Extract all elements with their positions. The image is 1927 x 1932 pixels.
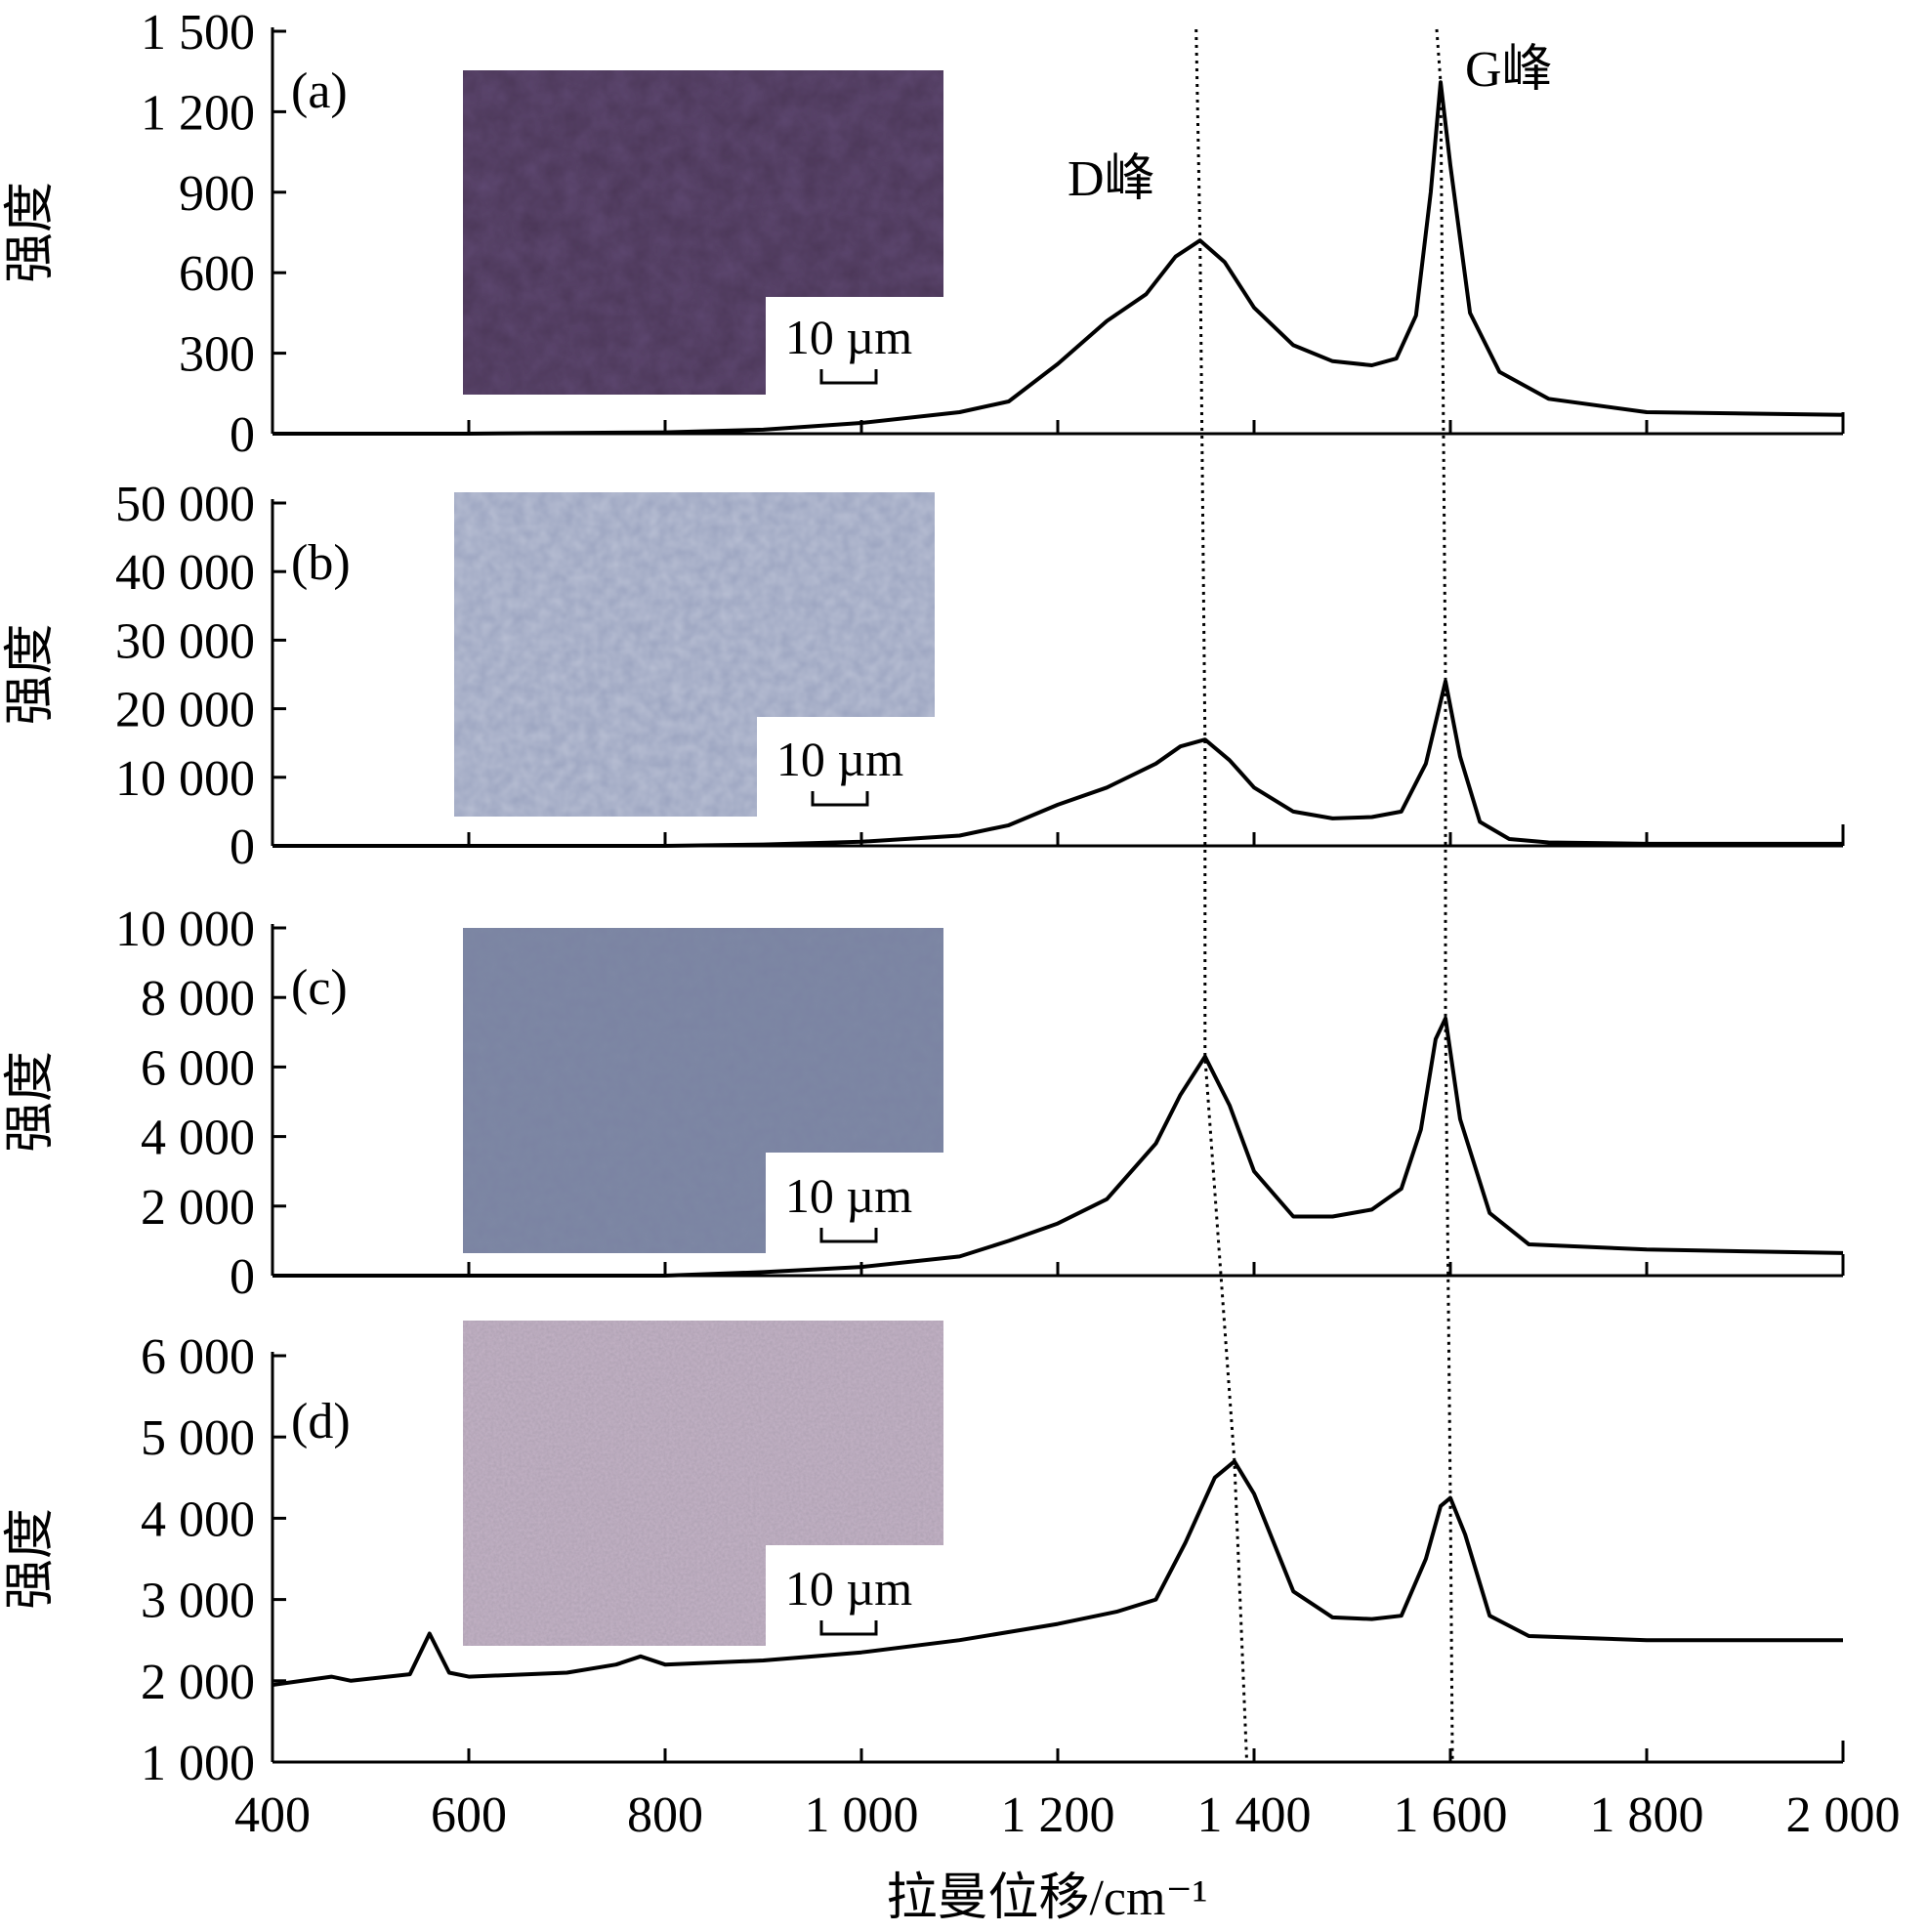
y-axis-label: 强度 [3,1508,59,1610]
y-axis-label: 强度 [3,182,59,283]
spectrum-line-b [272,679,1843,848]
panel-label: (c) [291,960,348,1016]
inset-image-texture [463,1321,943,1646]
y-tick-label: 10 000 [115,751,255,807]
inset-image-texture [463,70,943,395]
y-tick-label: 30 000 [115,613,255,669]
panels-group: 0 300 600 900 1 200 1 500 强度 (a) 10 µm 0 10 000 20 … [3,5,1845,1791]
y-tick-label: 1 200 [141,85,255,141]
peak-trend-lines [1194,28,1454,1764]
inset-micrograph: 10 µm [454,492,935,817]
scale-bar-label: 10 µm [776,732,903,786]
d-peak-label: D峰 [1068,151,1155,207]
x-tick-label: 1 800 [1590,1787,1704,1843]
x-tick-label: 1 200 [1001,1787,1115,1843]
scale-bar [819,1228,878,1243]
inset-image-texture [454,492,935,817]
x-axis-tick-labels: 400 600 800 1 000 1 200 1 400 1 600 1 800 2 000 [234,1787,1901,1843]
inset-micrograph: 10 µm [463,928,943,1253]
inset-image-texture [463,928,943,1253]
spectrum-line-a [272,80,1844,436]
y-axis-label: 强度 [3,623,59,725]
x-tick-label: 400 [234,1787,311,1843]
panel-label: (d) [291,1394,351,1449]
x-tick-label: 600 [431,1787,507,1843]
scale-bar [819,369,878,385]
panel-a: 0 300 600 900 1 200 1 500 强度 (a) 10 µm [3,5,1845,463]
y-tick-label: 6 000 [141,1329,255,1385]
y-tick-label: 600 [179,246,255,302]
y-tick-label: 10 000 [115,902,255,957]
y-tick-label: 1 000 [141,1736,255,1791]
y-tick-label: 2 000 [141,1180,255,1236]
y-tick-label: 6 000 [141,1040,255,1096]
x-tick-label: 800 [627,1787,703,1843]
y-tick-label: 8 000 [141,971,255,1027]
g-peak-label: G峰 [1465,42,1553,98]
y-tick-label: 0 [230,407,255,463]
panel-d: 1 000 2 000 3 000 4 000 5 000 6 000 强度 (d) 10 µm [3,1321,1845,1791]
y-tick-label: 3 000 [141,1574,255,1629]
x-tick-label: 1 000 [805,1787,919,1843]
panel-label: (a) [291,63,348,119]
y-tick-label: 1 500 [141,5,255,61]
x-tick-label: 1 400 [1197,1787,1312,1843]
spectrum-line-c [272,1016,1844,1278]
panel-c: 0 2 000 4 000 6 000 8 000 10 000 强度 (c) 10 µm [3,902,1845,1305]
y-tick-label: 5 000 [141,1410,255,1466]
y-tick-label: 50 000 [115,477,255,532]
y-tick-label: 4 000 [141,1491,255,1547]
scale-bar-label: 10 µm [785,1168,912,1223]
panel-label: (b) [291,535,351,591]
y-tick-label: 4 000 [141,1111,255,1166]
scale-bar-label: 10 µm [785,310,912,364]
g-peak-trend-line [1435,28,1454,1764]
y-tick-label: 900 [179,166,255,222]
y-axis-label: 强度 [3,1051,59,1153]
y-tick-label: 0 [230,819,255,875]
y-tick-label: 0 [230,1249,255,1305]
spectrum-line-d [272,1459,1843,1687]
d-peak-trend-line [1194,28,1249,1764]
y-tick-label: 2 000 [141,1655,255,1710]
scale-bar [819,1620,878,1636]
inset-micrograph: 10 µm [463,70,943,395]
y-tick-label: 40 000 [115,545,255,601]
inset-micrograph: 10 µm [463,1321,943,1646]
x-axis-label: 拉曼位移/cm⁻¹ [886,1870,1207,1926]
scale-bar [811,791,869,807]
y-tick-label: 20 000 [115,683,255,738]
y-tick-label: 300 [179,327,255,383]
panel-b: 0 10 000 20 000 30 000 40 000 50 000 强度 (b) 10 µ… [3,477,1845,875]
scale-bar-label: 10 µm [785,1561,912,1616]
x-tick-label: 2 000 [1786,1787,1901,1843]
x-tick-label: 1 600 [1394,1787,1508,1843]
